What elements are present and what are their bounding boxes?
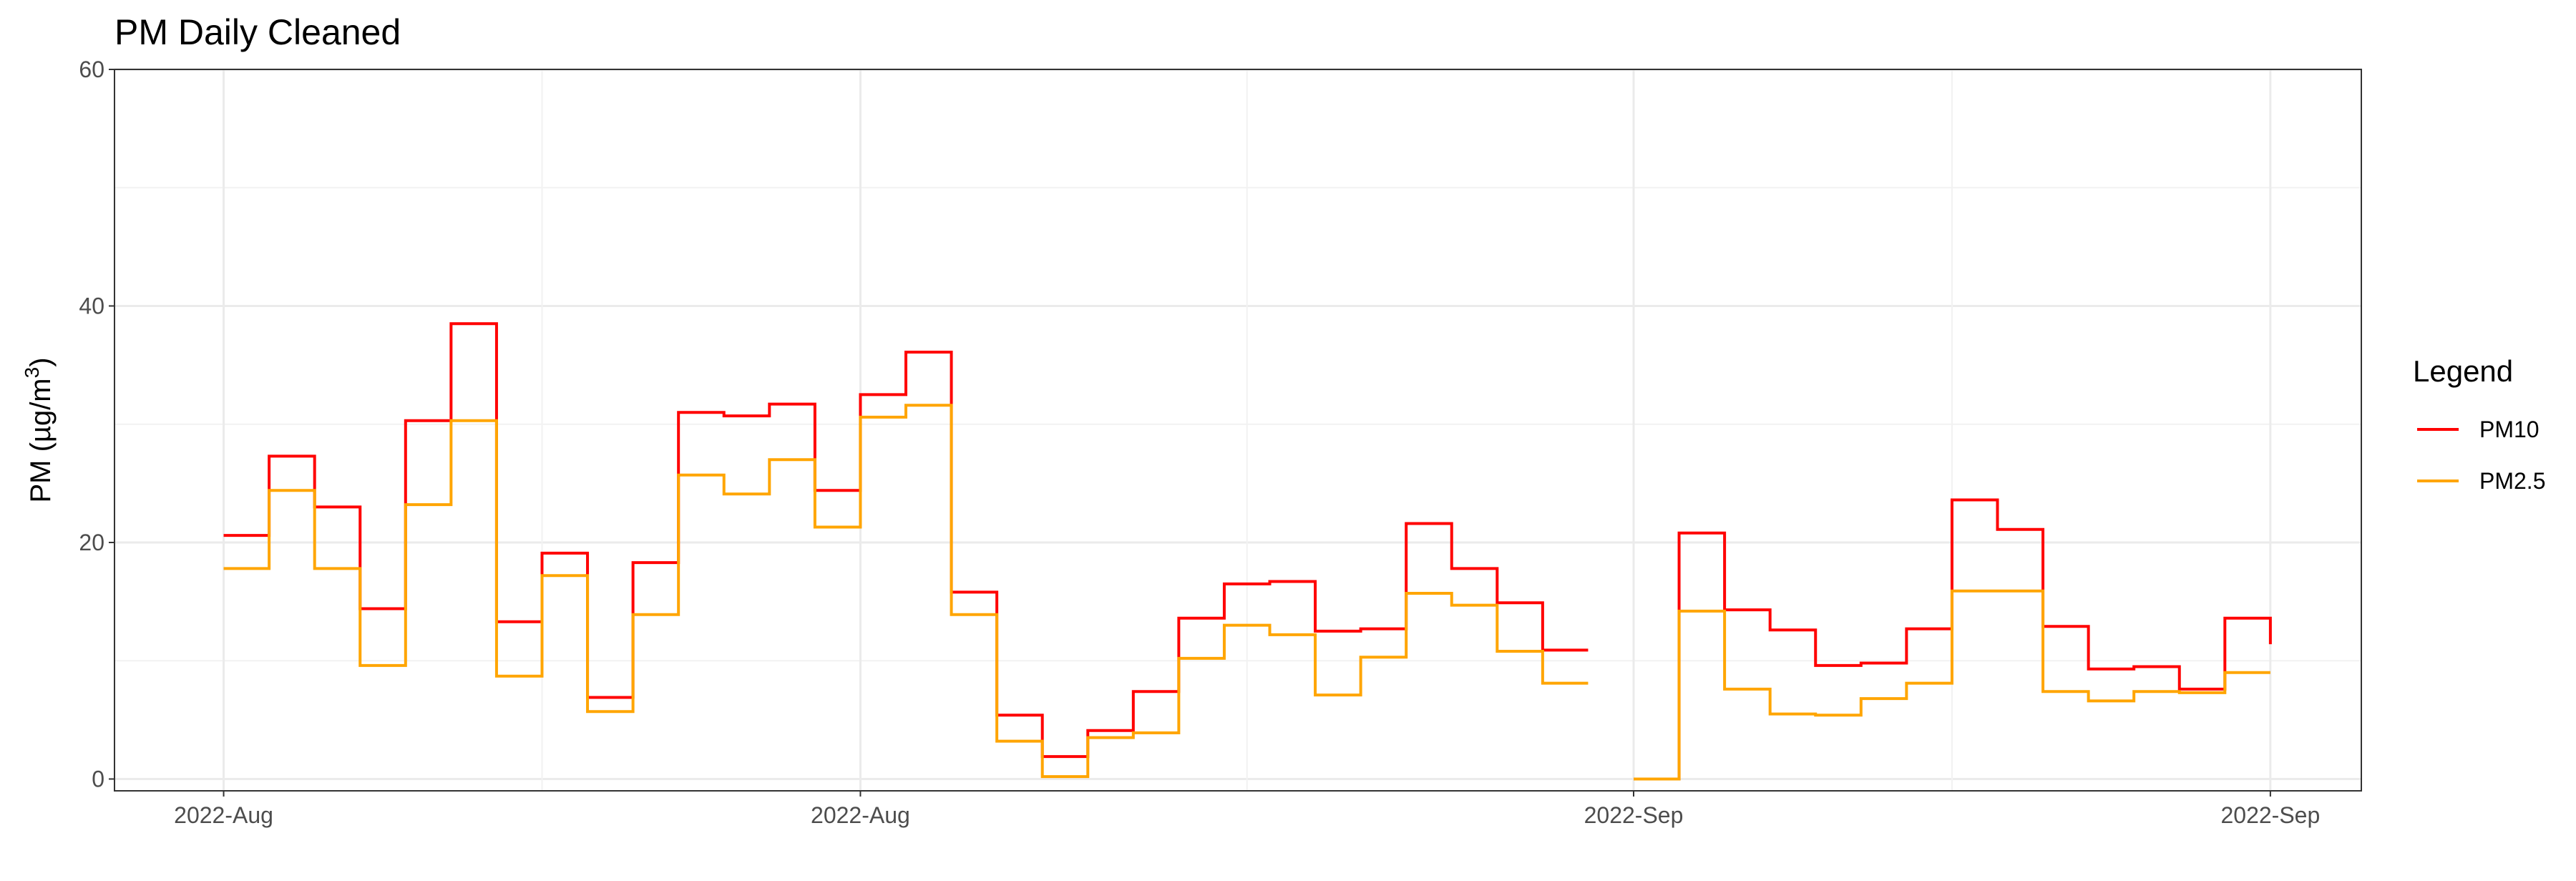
y-axis-title-base: PM (µg/m [25,378,57,502]
series-line-pm2-5 [1634,589,2270,781]
series-line-pm10 [1634,498,2272,781]
y-axis-title-close: ) [25,357,57,366]
y-axis: 0 20 40 60 [79,57,114,792]
y-axis-title: PM (µg/m3) [21,357,57,502]
legend-label-pm2-5: PM2.5 [2479,468,2545,494]
x-tick-label: 2022-Sep [1584,802,1684,828]
x-tick-label: 2022-Sep [2220,802,2320,828]
y-tick-label: 60 [79,57,104,82]
x-tick-label: 2022-Aug [174,802,273,828]
chart-title: PM Daily Cleaned [114,12,401,52]
x-axis: 2022-Aug 2022-Aug 2022-Sep 2022-Sep [174,791,2320,828]
y-axis-title-superscript: 3 [21,367,43,379]
plot-area [114,68,2362,792]
legend-label-pm10: PM10 [2479,417,2540,442]
x-tick-label: 2022-Aug [811,802,910,828]
legend-title: Legend [2413,354,2513,388]
y-tick-label: 40 [79,293,104,318]
series-line-pm2-5 [223,404,1589,779]
plot-border [114,69,2362,792]
legend: Legend PM10 PM2.5 [2413,354,2545,494]
y-tick-label: 20 [79,530,104,555]
plot-background [114,69,2361,791]
y-tick-label: 0 [92,766,104,792]
series-line-pm10 [223,322,1589,759]
series-lines [223,322,2272,781]
